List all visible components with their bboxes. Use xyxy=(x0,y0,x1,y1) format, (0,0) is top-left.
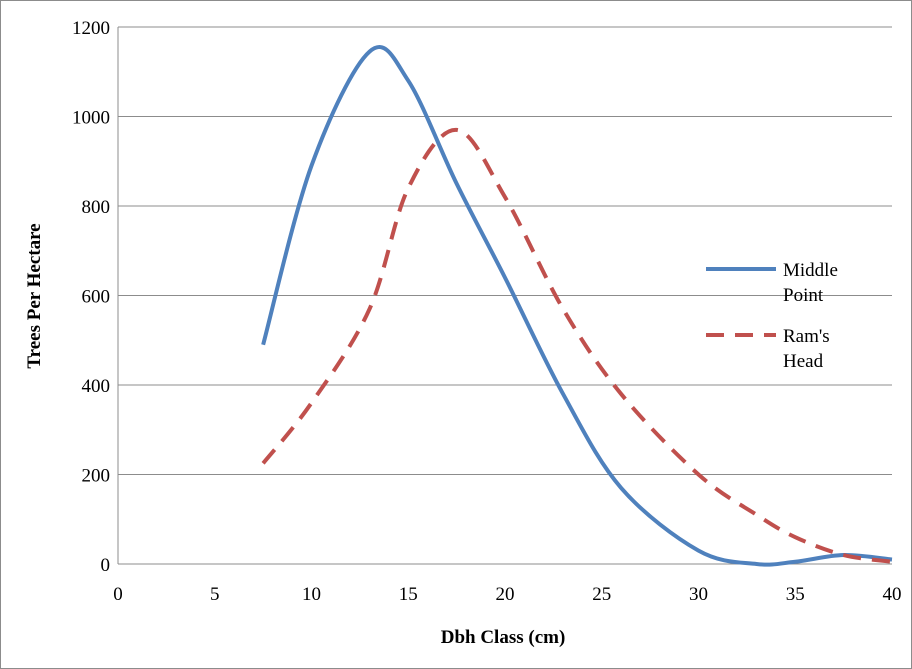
x-tick-label: 30 xyxy=(689,584,708,605)
x-axis-title: Dbh Class (cm) xyxy=(441,627,566,648)
series-line-1 xyxy=(261,45,893,567)
gridlines xyxy=(118,26,892,475)
y-tick-label: 0 xyxy=(101,555,111,576)
y-axis-title: Trees Per Hectare xyxy=(24,223,45,368)
x-tick-label: 5 xyxy=(210,584,220,605)
x-tick-label: 35 xyxy=(786,584,805,605)
y-tick-label: 200 xyxy=(82,466,111,487)
series-line-2 xyxy=(261,127,893,564)
x-tick-label: 15 xyxy=(399,584,418,605)
legend: Middle Point Ram's Head xyxy=(706,260,838,372)
x-tick-label: 20 xyxy=(496,584,515,605)
y-tick-label: 400 xyxy=(82,376,111,397)
series-lines xyxy=(261,45,893,567)
tick-labels: 0 200 400 600 800 1000 1200 0 5 10 15 20 25 30 35 40 xyxy=(72,18,902,605)
y-tick-label: 600 xyxy=(82,287,111,308)
x-tick-label: 25 xyxy=(592,584,611,605)
x-tick-label: 10 xyxy=(302,584,321,605)
legend-label-2: Ram's Head xyxy=(783,326,830,372)
legend-label-1: Middle Point xyxy=(783,260,838,306)
y-tick-label: 800 xyxy=(82,197,111,218)
y-tick-label: 1000 xyxy=(72,108,110,129)
y-tick-label: 1200 xyxy=(72,18,110,39)
x-tick-label: 40 xyxy=(883,584,902,605)
x-tick-label: 0 xyxy=(113,584,123,605)
